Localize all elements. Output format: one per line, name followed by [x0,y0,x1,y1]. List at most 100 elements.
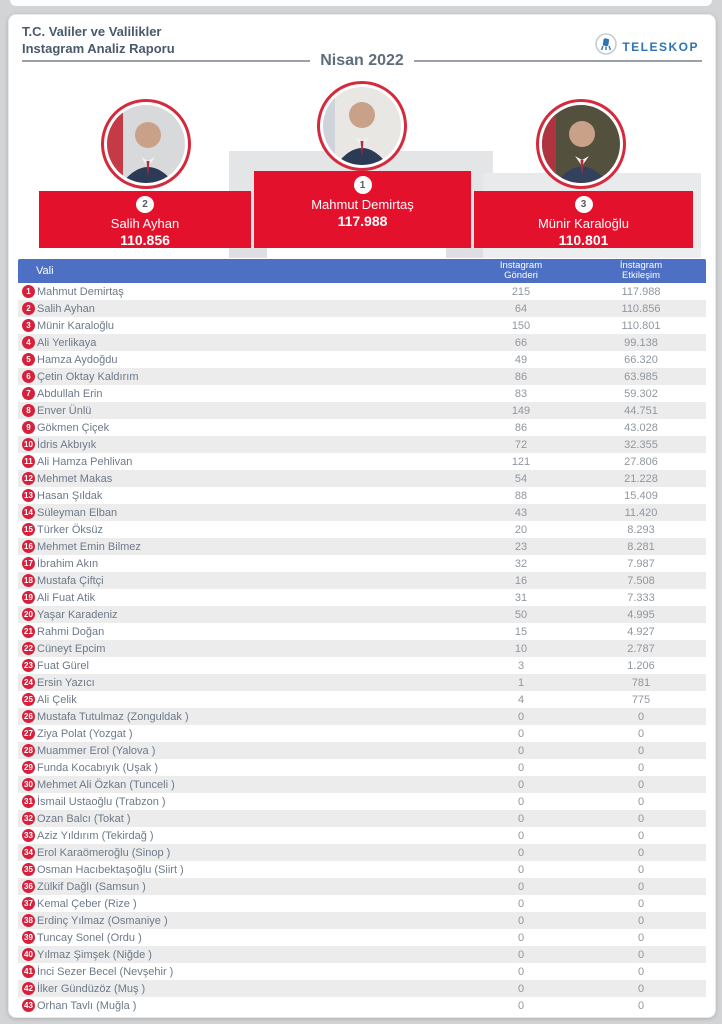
vali-name: Funda Kocabıyık (Uşak ) [37,761,159,774]
instagram-gonderi-value: 72 [514,438,528,451]
instagram-gonderi-value: 1 [517,676,525,689]
table-row: 29 Funda Kocabıyık (Uşak ) 0 0 [18,759,706,776]
vali-name: Ali Hamza Pehlivan [37,455,133,468]
table-row: 21 Rahmi Doğan 15 4.927 [18,623,706,640]
rank-badge: 12 [22,472,35,485]
vali-name: Münir Karaloğlu [37,319,115,332]
table-header: Vali Instagram Gönderi İnstagram Etkileş… [18,259,706,283]
table-row: 1 Mahmut Demirtaş 215 117.988 [18,283,706,300]
vali-name: Ali Çelik [37,693,77,706]
instagram-gonderi-value: 0 [517,761,525,774]
vali-name: Mahmut Demirtaş [37,285,124,298]
table-row: 42 İlker Gündüzöz (Muş ) 0 0 [18,980,706,997]
instagram-etkilesim-value: 0 [637,897,645,910]
rank2-engagement: 110.856 [120,232,170,248]
instagram-etkilesim-value: 0 [637,795,645,808]
vali-name: Cüneyt Epcim [37,642,106,655]
table-row: 10 İdris Akbıyık 72 32.355 [18,436,706,453]
instagram-gonderi-value: 0 [517,948,525,961]
instagram-gonderi-value: 3 [517,659,525,672]
rank2-name: Salih Ayhan [110,216,180,231]
instagram-gonderi-value: 86 [514,421,528,434]
instagram-etkilesim-value: 2.787 [627,642,655,655]
instagram-etkilesim-value: 99.138 [624,336,658,349]
rank-badge: 32 [22,812,35,825]
rank-badge: 35 [22,863,35,876]
top3-podium: 2 Salih Ayhan 110.856 1 Mahmut Demirtaş … [9,15,715,259]
table-row: 17 İbrahim Akın 32 7.987 [18,555,706,572]
instagram-gonderi-value: 0 [517,846,525,859]
vali-name: Orhan Tavlı (Muğla ) [37,999,137,1012]
table-row: 18 Mustafa Çiftçi 16 7.508 [18,572,706,589]
vali-name: Muammer Erol (Yalova ) [37,744,156,757]
rank-badge: 27 [22,727,35,740]
rank-badge: 6 [22,370,35,383]
instagram-etkilesim-value: 0 [637,948,645,961]
instagram-etkilesim-value: 4.995 [627,608,655,621]
instagram-gonderi-value: 0 [517,931,525,944]
table-row: 19 Ali Fuat Atik 31 7.333 [18,589,706,606]
vali-name: Ziya Polat (Yozgat ) [37,727,133,740]
rank-badge: 11 [22,455,35,468]
instagram-etkilesim-value: 7.987 [627,557,655,570]
rank3-photo [536,99,626,189]
instagram-gonderi-value: 66 [514,336,528,349]
podium-foot [483,248,701,258]
table-row: 37 Kemal Çeber (Rize ) 0 0 [18,895,706,912]
header-instagram-gonderi: Instagram Gönderi [499,259,543,281]
rank-badge: 20 [22,608,35,621]
instagram-gonderi-value: 0 [517,863,525,876]
podium-bar-rank3: 3 Münir Karaloğlu 110.801 [474,191,693,248]
instagram-etkilesim-value: 8.293 [627,523,655,536]
instagram-etkilesim-value: 0 [637,914,645,927]
vali-name: Tuncay Sonel (Ordu ) [37,931,142,944]
page-title: T.C. Valiler ve Valilikler Instagram Ana… [22,23,175,57]
instagram-etkilesim-value: 7.508 [627,574,655,587]
vali-name: İbrahim Akın [37,557,99,570]
podium-bar-rank1: 1 Mahmut Demirtaş 117.988 [254,171,471,248]
instagram-gonderi-value: 150 [511,319,531,332]
vali-name: Erol Karaömeroğlu (Sinop ) [37,846,171,859]
rank-badge: 16 [22,540,35,553]
instagram-gonderi-value: 0 [517,744,525,757]
table-row: 24 Ersin Yazıcı 1 781 [18,674,706,691]
instagram-gonderi-value: 0 [517,914,525,927]
instagram-gonderi-value: 0 [517,880,525,893]
vali-name: Yaşar Karadeniz [37,608,118,621]
rank2-badge: 2 [136,196,154,213]
instagram-etkilesim-value: 117.988 [621,285,661,298]
rank3-engagement: 110.801 [558,232,609,248]
rank-badge: 5 [22,353,35,366]
instagram-gonderi-value: 0 [517,778,525,791]
vali-name: Gökmen Çiçek [37,421,110,434]
table-row: 36 Zülkif Dağlı (Samsun ) 0 0 [18,878,706,895]
table-row: 6 Çetin Oktay Kaldırım 86 63.985 [18,368,706,385]
rank3-name: Münir Karaloğlu [537,216,630,231]
instagram-gonderi-value: 20 [514,523,528,536]
period-label: Nisan 2022 [320,52,404,69]
instagram-etkilesim-value: 44.751 [624,404,658,417]
table-row: 15 Türker Öksüz 20 8.293 [18,521,706,538]
instagram-etkilesim-value: 0 [637,965,645,978]
table-row: 7 Abdullah Erin 83 59.302 [18,385,706,402]
table-row: 31 İsmail Ustaoğlu (Trabzon ) 0 0 [18,793,706,810]
period-divider: Nisan 2022 [22,51,703,71]
rank-badge: 41 [22,965,35,978]
instagram-etkilesim-value: 4.927 [627,625,655,638]
instagram-gonderi-value: 43 [514,506,528,519]
rank3-badge: 3 [574,196,593,213]
instagram-etkilesim-value: 11.420 [624,506,658,519]
table-row: 27 Ziya Polat (Yozgat ) 0 0 [18,725,706,742]
rank-badge: 9 [22,421,35,434]
instagram-etkilesim-value: 0 [637,778,645,791]
instagram-etkilesim-value: 0 [637,863,645,876]
table-row: 32 Ozan Balcı (Tokat ) 0 0 [18,810,706,827]
instagram-gonderi-value: 0 [517,965,525,978]
rank-badge: 15 [22,523,35,536]
table-row: 38 Erdinç Yılmaz (Osmaniye ) 0 0 [18,912,706,929]
instagram-etkilesim-value: 110.856 [621,302,661,315]
report-page: T.C. Valiler ve Valilikler Instagram Ana… [8,14,716,1018]
rank1-badge: 1 [353,176,372,194]
vali-name: İsmail Ustaoğlu (Trabzon ) [37,795,166,808]
vali-name: Süleyman Elban [37,506,118,519]
